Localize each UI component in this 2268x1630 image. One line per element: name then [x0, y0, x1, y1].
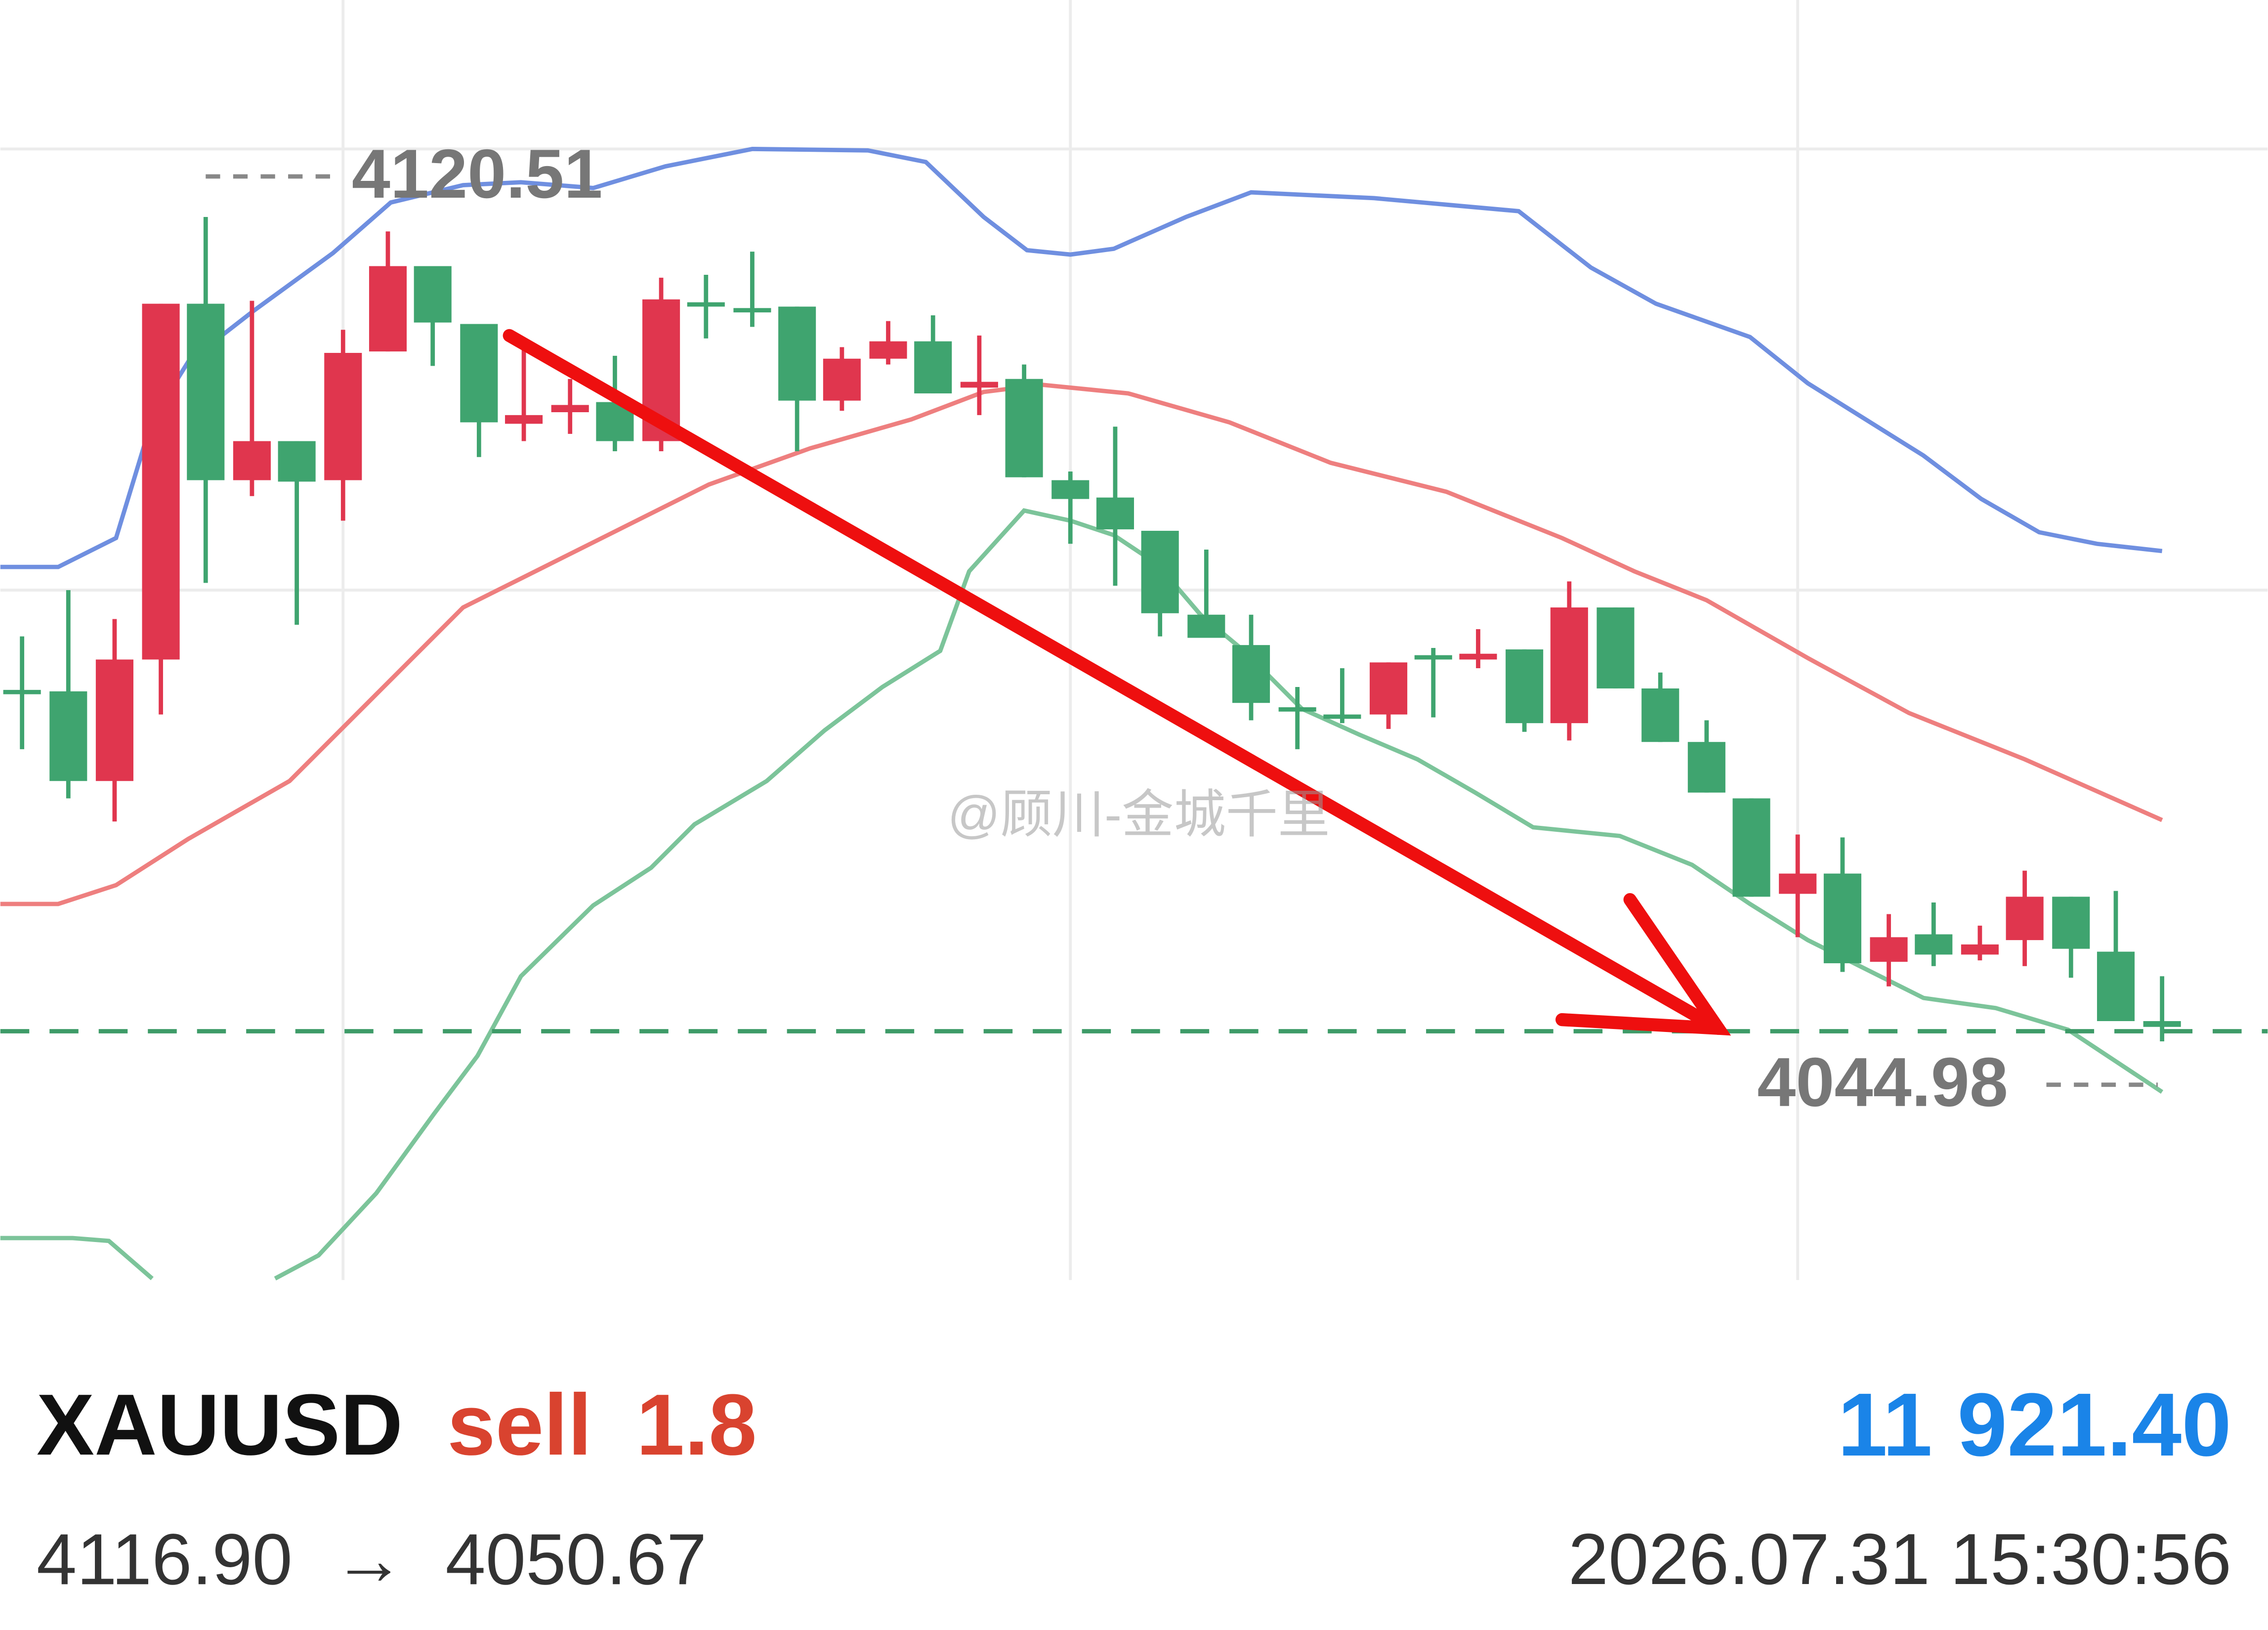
low-label: 4044.98 — [1757, 1043, 2008, 1121]
side: sell — [447, 1376, 592, 1473]
candle-body — [869, 341, 907, 359]
candle-body — [3, 689, 41, 694]
candle-body — [1096, 497, 1134, 530]
candle-body — [414, 266, 452, 323]
symbol: XAUUSD — [37, 1376, 403, 1473]
candle-body — [551, 405, 589, 413]
arrow-head — [1555, 893, 1731, 1036]
close-price: 4050.67 — [445, 1519, 707, 1600]
candle-body — [733, 308, 771, 313]
candle-body — [1141, 530, 1179, 613]
candle-body — [1779, 873, 1817, 894]
candle-body — [187, 303, 225, 480]
candle-body — [1641, 688, 1680, 742]
candle-body — [1823, 873, 1861, 963]
candle-body — [1414, 655, 1452, 660]
candle-body — [1961, 944, 1999, 955]
candle-body — [142, 303, 180, 660]
candle-body — [1687, 742, 1725, 793]
price-change: 4116.90 → 4050.67 — [37, 1519, 707, 1600]
upper-band — [0, 147, 2163, 569]
volume: 1.8 — [636, 1376, 757, 1473]
candle-body — [960, 382, 998, 388]
chart-area: 4120.51 4044.98 @顾川-金城千里 — [0, 0, 2268, 1281]
candle-body — [233, 441, 271, 480]
candle-body — [823, 358, 861, 401]
candle-body — [278, 441, 316, 482]
candle-body — [1732, 798, 1770, 897]
candle-body — [1187, 614, 1225, 638]
candle-body — [95, 659, 133, 781]
candle-body — [1369, 662, 1408, 715]
candle-body — [1550, 607, 1588, 724]
candle-body — [2097, 951, 2135, 1022]
grid — [0, 0, 2268, 1280]
lower-band — [274, 508, 2164, 1281]
candles — [3, 216, 2181, 1041]
candle-body — [2052, 897, 2090, 949]
candle-body — [460, 324, 498, 423]
profit: 11 921.40 — [1838, 1375, 2231, 1475]
candle-body — [1506, 649, 1544, 724]
candle-body — [1232, 645, 1270, 703]
open-price: 4116.90 — [37, 1519, 293, 1600]
candle-body — [1005, 379, 1043, 477]
candle-body — [369, 266, 407, 352]
candle-body — [1459, 653, 1497, 660]
candle-body — [687, 302, 725, 307]
candle-body — [914, 341, 952, 393]
candle-body — [2006, 897, 2044, 941]
candle-body — [505, 415, 543, 424]
watermark: @顾川-金城千里 — [948, 786, 1330, 844]
lower-band — [0, 1236, 154, 1281]
candle-body — [1915, 934, 1953, 955]
candle-body — [1596, 607, 1635, 688]
candle-body — [49, 691, 87, 781]
candle-body — [778, 306, 816, 401]
datetime: 2026.07.31 15:30:56 — [1568, 1519, 2231, 1600]
middle-band — [0, 382, 2163, 906]
trade-info: XAUUSD sell 1.8 11 921.40 4116.90 → 4050… — [37, 1375, 2231, 1600]
arrow-shaft — [503, 329, 1725, 1035]
trend-arrow — [503, 329, 1731, 1036]
candle-body — [1323, 714, 1361, 719]
candle-body — [2143, 1021, 2181, 1027]
candle-body — [1278, 707, 1316, 712]
arrow: → — [333, 1519, 405, 1600]
candle-body — [324, 353, 362, 480]
high-label: 4120.51 — [352, 135, 603, 213]
candle-body — [1051, 480, 1090, 499]
candle-body — [1870, 937, 1908, 962]
trade-title: XAUUSD sell 1.8 — [37, 1376, 757, 1473]
